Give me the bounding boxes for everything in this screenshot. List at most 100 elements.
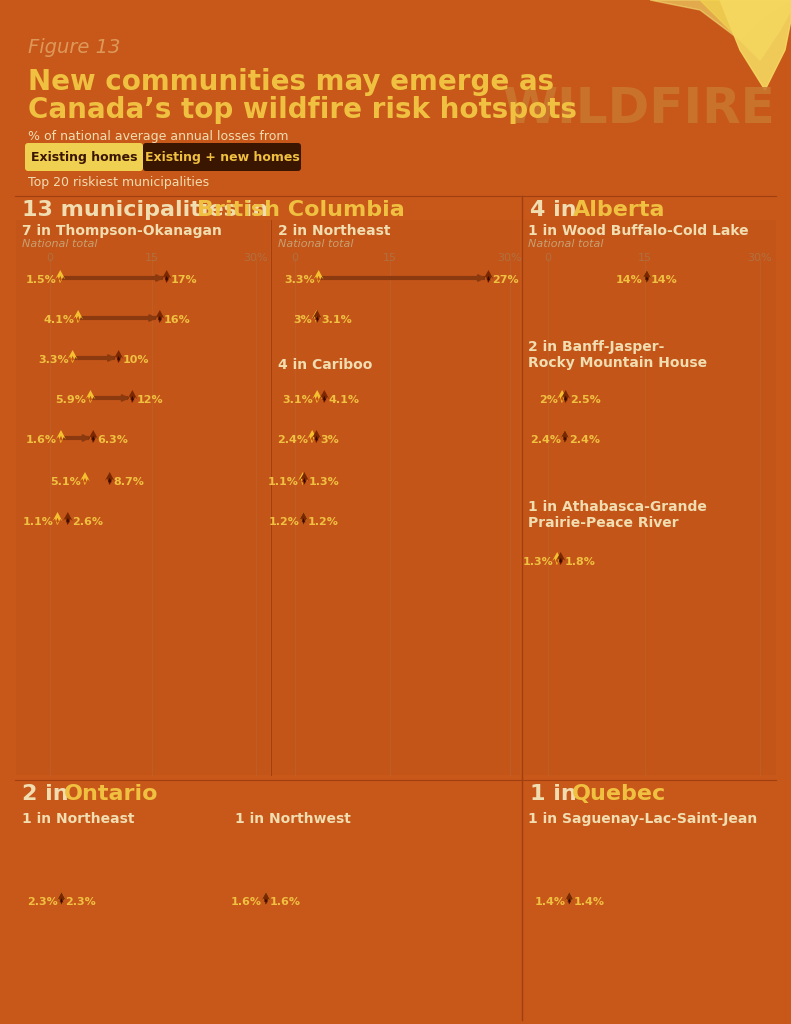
Polygon shape [114,350,123,362]
Polygon shape [314,270,324,283]
Text: Prairie-Peace River: Prairie-Peace River [528,516,679,530]
Polygon shape [56,892,66,905]
Text: 1.4%: 1.4% [573,897,604,907]
Text: Alberta: Alberta [573,200,665,220]
Polygon shape [316,315,319,323]
Polygon shape [302,478,306,484]
Text: 4.1%: 4.1% [44,315,74,325]
Polygon shape [552,552,562,565]
Polygon shape [563,436,567,442]
FancyBboxPatch shape [524,220,776,775]
Text: 2%: 2% [539,395,558,406]
Polygon shape [720,0,791,90]
Polygon shape [645,275,649,282]
Text: 2 in Banff-Jasper-: 2 in Banff-Jasper- [528,340,664,354]
Text: 1.2%: 1.2% [308,517,339,527]
FancyBboxPatch shape [25,143,143,171]
Text: Existing + new homes: Existing + new homes [145,151,299,164]
Polygon shape [315,315,319,323]
Polygon shape [59,275,62,282]
Text: British Columbia: British Columbia [197,200,405,220]
Text: 17%: 17% [171,275,198,285]
Polygon shape [323,395,327,402]
Text: 7 in Thompson-Okanagan: 7 in Thompson-Okanagan [22,224,221,238]
Polygon shape [564,892,574,905]
Polygon shape [700,0,791,60]
Polygon shape [161,270,172,283]
Polygon shape [567,898,571,904]
Polygon shape [56,430,66,443]
Polygon shape [83,478,87,484]
Polygon shape [55,270,66,283]
Polygon shape [563,436,567,442]
Polygon shape [261,892,271,905]
Polygon shape [316,275,320,282]
Polygon shape [52,512,62,525]
Polygon shape [59,898,63,904]
Text: 1.6%: 1.6% [270,897,301,907]
Text: 8.7%: 8.7% [114,477,145,487]
Polygon shape [301,518,305,524]
Text: 2.3%: 2.3% [66,897,97,907]
Polygon shape [486,275,490,282]
Text: National total: National total [22,239,97,249]
Polygon shape [73,310,83,323]
Text: Top 20 riskiest municipalities: Top 20 riskiest municipalities [28,176,209,189]
Polygon shape [560,430,570,443]
Text: 2.4%: 2.4% [277,435,308,445]
Polygon shape [68,350,78,362]
Polygon shape [158,315,162,323]
Polygon shape [76,315,80,323]
Polygon shape [301,478,305,484]
Text: 6.3%: 6.3% [97,435,128,445]
Text: 1 in: 1 in [530,784,585,804]
Text: 1.6%: 1.6% [26,435,57,445]
Polygon shape [560,395,564,402]
Polygon shape [261,892,271,905]
Polygon shape [320,390,329,403]
Text: 1.1%: 1.1% [23,517,54,527]
Text: 3%: 3% [293,315,312,325]
Polygon shape [299,472,309,485]
Text: 27%: 27% [493,275,519,285]
Text: 1 in Wood Buffalo-Cold Lake: 1 in Wood Buffalo-Cold Lake [528,224,748,238]
Text: 2.4%: 2.4% [569,435,600,445]
Text: 1.8%: 1.8% [565,557,596,567]
Polygon shape [298,512,308,525]
Text: 1.5%: 1.5% [25,275,56,285]
Text: 1 in Northeast: 1 in Northeast [22,812,134,826]
FancyBboxPatch shape [143,143,301,171]
Text: 4.1%: 4.1% [328,395,359,406]
Polygon shape [56,892,66,905]
Polygon shape [59,436,63,442]
Text: 0: 0 [47,253,54,263]
Text: 2 in Northeast: 2 in Northeast [278,224,391,238]
Polygon shape [264,898,268,904]
Polygon shape [645,275,649,282]
Text: 14%: 14% [651,275,678,285]
Text: New communities may emerge as: New communities may emerge as [28,68,554,96]
Polygon shape [312,310,322,323]
Text: 4 in: 4 in [530,200,585,220]
Text: 1.4%: 1.4% [535,897,566,907]
Text: 5.9%: 5.9% [55,395,86,406]
Text: 1.3%: 1.3% [308,477,339,487]
Polygon shape [315,436,319,442]
Text: WILDFIRE: WILDFIRE [502,85,775,133]
Text: 16%: 16% [164,315,191,325]
Text: 0: 0 [292,253,298,263]
FancyBboxPatch shape [272,220,520,775]
Text: 2.5%: 2.5% [570,395,600,406]
Polygon shape [165,275,168,282]
Polygon shape [307,430,317,443]
Polygon shape [264,898,268,904]
Text: 30%: 30% [244,253,268,263]
Polygon shape [650,0,791,40]
Polygon shape [298,512,308,525]
Polygon shape [301,518,305,524]
Polygon shape [567,898,571,904]
Text: 15: 15 [145,253,159,263]
Text: 3%: 3% [320,435,339,445]
Polygon shape [131,395,134,402]
Polygon shape [560,430,570,443]
